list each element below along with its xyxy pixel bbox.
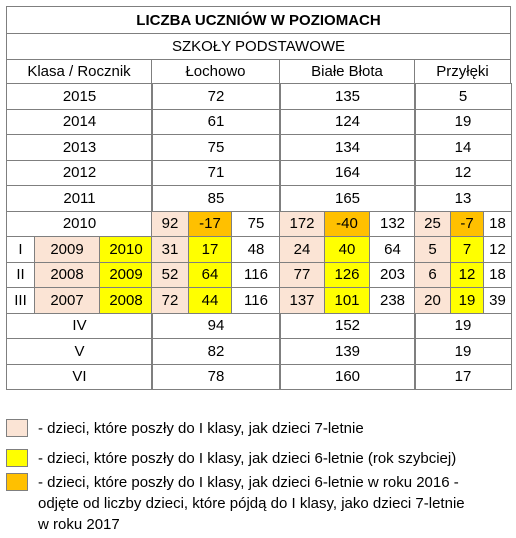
- value-lochowo-part: 52: [151, 261, 189, 288]
- header-class-year: Klasa / Rocznik: [6, 59, 152, 84]
- year-cell: 2011: [6, 185, 153, 212]
- value-przyleki-part: -7: [450, 210, 484, 237]
- year-older-cell: 2008: [34, 261, 100, 288]
- value-przyleki-part: 39: [483, 287, 512, 314]
- value-lochowo: 94: [151, 312, 281, 339]
- year-younger-cell: 2009: [99, 261, 153, 288]
- value-przyleki: 12: [414, 159, 512, 186]
- value-biale-blota-part: 238: [369, 287, 416, 314]
- header-biale-blota: Białe Błota: [279, 59, 415, 84]
- value-biale-blota-part: 137: [279, 287, 325, 314]
- value-przyleki-part: 18: [483, 210, 512, 237]
- legend-swatch: [6, 419, 28, 437]
- value-lochowo: 82: [151, 338, 281, 365]
- value-lochowo: 71: [151, 159, 281, 186]
- value-biale-blota: 135: [279, 83, 416, 110]
- value-przyleki: 14: [414, 134, 512, 161]
- value-biale-blota: 165: [279, 185, 416, 212]
- legend-item: - dzieci, które poszły do I klasy, jak d…: [6, 472, 506, 536]
- value-przyleki-part: 12: [450, 261, 484, 288]
- value-lochowo-part: 31: [151, 236, 189, 263]
- value-przyleki-part: 20: [414, 287, 451, 314]
- value-lochowo-part: 17: [188, 236, 232, 263]
- value-lochowo: 61: [151, 108, 281, 135]
- value-biale-blota-part: 24: [279, 236, 325, 263]
- value-lochowo-part: 72: [151, 287, 189, 314]
- year-cell: 2010: [6, 210, 153, 237]
- header-przyleki: Przyłęki: [414, 59, 511, 84]
- value-lochowo-part: 44: [188, 287, 232, 314]
- year-cell: 2014: [6, 108, 153, 135]
- year-cell: 2013: [6, 134, 153, 161]
- value-lochowo: 75: [151, 134, 281, 161]
- value-biale-blota: 124: [279, 108, 416, 135]
- legend-text: - dzieci, które poszły do I klasy, jak d…: [38, 450, 457, 467]
- legend-item: - dzieci, które poszły do I klasy, jak d…: [6, 448, 506, 472]
- value-lochowo-part: 92: [151, 210, 189, 237]
- legend-swatch: [6, 473, 28, 491]
- year-younger-cell: 2010: [99, 236, 153, 263]
- value-przyleki-part: 25: [414, 210, 451, 237]
- year-older-cell: 2007: [34, 287, 100, 314]
- legend-swatch: [6, 449, 28, 467]
- table-subtitle: SZKOŁY PODSTAWOWE: [6, 33, 511, 60]
- value-biale-blota: 139: [279, 338, 416, 365]
- value-lochowo-part: 48: [231, 236, 281, 263]
- legend-item: - dzieci, które poszły do I klasy, jak d…: [6, 418, 506, 444]
- value-biale-blota-part: 132: [369, 210, 416, 237]
- value-lochowo: 72: [151, 83, 281, 110]
- value-lochowo-part: 116: [231, 261, 281, 288]
- year-older-cell: 2009: [34, 236, 100, 263]
- value-przyleki-part: 18: [483, 261, 512, 288]
- legend-text: - dzieci, które poszły do I klasy, jak d…: [38, 474, 465, 533]
- table-title: LICZBA UCZNIÓW W POZIOMACH: [6, 6, 511, 34]
- value-przyleki-part: 7: [450, 236, 484, 263]
- legend-text: - dzieci, które poszły do I klasy, jak d…: [38, 420, 364, 437]
- value-biale-blota-part: -40: [324, 210, 370, 237]
- value-przyleki-part: 5: [414, 236, 451, 263]
- value-biale-blota-part: 172: [279, 210, 325, 237]
- value-biale-blota-part: 203: [369, 261, 416, 288]
- value-biale-blota: 164: [279, 159, 416, 186]
- value-przyleki: 19: [414, 338, 512, 365]
- value-przyleki-part: 19: [450, 287, 484, 314]
- year-younger-cell: 2008: [99, 287, 153, 314]
- class-label: II: [6, 261, 35, 288]
- value-przyleki: 19: [414, 108, 512, 135]
- value-lochowo-part: 116: [231, 287, 281, 314]
- class-label: V: [6, 338, 153, 365]
- value-przyleki-part: 6: [414, 261, 451, 288]
- value-lochowo-part: 64: [188, 261, 232, 288]
- class-label: I: [6, 236, 35, 263]
- class-label: IV: [6, 312, 153, 339]
- value-lochowo: 78: [151, 363, 281, 390]
- value-lochowo-part: -17: [188, 210, 232, 237]
- class-label: III: [6, 287, 35, 314]
- year-cell: 2012: [6, 159, 153, 186]
- value-przyleki-part: 12: [483, 236, 512, 263]
- value-lochowo-part: 75: [231, 210, 281, 237]
- value-lochowo: 85: [151, 185, 281, 212]
- value-biale-blota: 160: [279, 363, 416, 390]
- year-cell: 2015: [6, 83, 153, 110]
- class-label: VI: [6, 363, 153, 390]
- value-biale-blota: 134: [279, 134, 416, 161]
- value-biale-blota-part: 77: [279, 261, 325, 288]
- value-przyleki: 5: [414, 83, 512, 110]
- value-biale-blota: 152: [279, 312, 416, 339]
- value-biale-blota-part: 64: [369, 236, 416, 263]
- value-przyleki: 17: [414, 363, 512, 390]
- value-przyleki: 13: [414, 185, 512, 212]
- value-biale-blota-part: 126: [324, 261, 370, 288]
- value-biale-blota-part: 101: [324, 287, 370, 314]
- header-lochowo: Łochowo: [151, 59, 280, 84]
- value-przyleki: 19: [414, 312, 512, 339]
- value-biale-blota-part: 40: [324, 236, 370, 263]
